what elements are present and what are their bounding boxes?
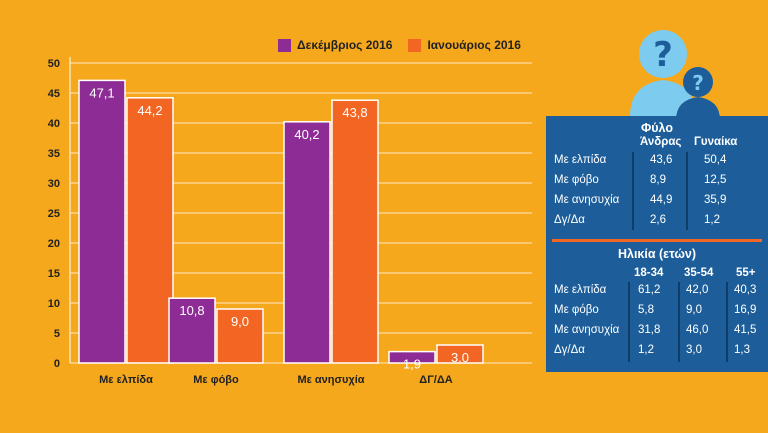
y-tick-label: 30 bbox=[48, 178, 60, 190]
gender-row-label: Με ανησυχία bbox=[554, 194, 620, 206]
legend-item-dec: Δεκέμβριος 2016 bbox=[278, 38, 392, 52]
y-tick-label: 50 bbox=[48, 58, 60, 70]
bar bbox=[436, 344, 484, 364]
gender-cell: 44,9 bbox=[650, 194, 673, 206]
age-cell: 3,0 bbox=[686, 344, 702, 356]
bar-value-label: 1,9 bbox=[403, 357, 421, 372]
bar-value-label: 40,2 bbox=[294, 127, 319, 142]
bar bbox=[388, 350, 436, 364]
age-col-2: 55+ bbox=[736, 267, 756, 279]
gender-cell: 1,2 bbox=[704, 214, 720, 226]
age-cell: 61,2 bbox=[638, 284, 661, 296]
bar-value-label: 43,8 bbox=[342, 105, 367, 120]
y-tick-label: 20 bbox=[48, 238, 60, 250]
age-cell: 9,0 bbox=[686, 304, 702, 316]
legend-label-jan: Ιανουάριος 2016 bbox=[427, 38, 521, 52]
gender-title: Φύλο bbox=[641, 121, 673, 135]
bar-chart: 0 5 10 15 20 25 30 35 40 45 50 47,1 44,2 Με ελπίδα 10,… bbox=[48, 57, 532, 386]
x-category-label: ΔΓ/ΔΑ bbox=[419, 374, 452, 386]
breakdown-panel: Φύλο Άνδρας Γυναίκα Με ελπίδα 43,6 50,4 … bbox=[546, 116, 768, 372]
gender-divider-1 bbox=[686, 152, 688, 230]
age-divider-1 bbox=[678, 282, 680, 362]
bar bbox=[331, 99, 379, 364]
age-cell: 1,3 bbox=[734, 344, 750, 356]
age-cell: 40,3 bbox=[734, 284, 757, 296]
gender-cell: 12,5 bbox=[704, 174, 727, 186]
age-row-label: Με φόβο bbox=[554, 304, 599, 316]
x-category-label: Με ελπίδα bbox=[99, 374, 153, 386]
y-tick-label: 0 bbox=[54, 358, 60, 370]
y-tick-label: 10 bbox=[48, 298, 60, 310]
y-tick-label: 15 bbox=[48, 268, 60, 280]
age-title: Ηλικία (ετών) bbox=[617, 247, 697, 261]
bar-value-label: 3,0 bbox=[451, 350, 469, 365]
gender-cell: 35,9 bbox=[704, 194, 727, 206]
age-cell: 16,9 bbox=[734, 304, 757, 316]
legend-swatch-jan bbox=[408, 38, 422, 52]
bar-value-label: 9,0 bbox=[231, 314, 249, 329]
svg-text:?: ? bbox=[653, 35, 673, 75]
age-cell: 42,0 bbox=[686, 284, 709, 296]
section-separator bbox=[552, 239, 762, 242]
age-cell: 41,5 bbox=[734, 324, 757, 336]
age-cell: 5,8 bbox=[638, 304, 654, 316]
y-tick-label: 40 bbox=[48, 118, 60, 130]
age-col-0: 18-34 bbox=[634, 267, 664, 279]
gender-col-0: Άνδρας bbox=[640, 136, 682, 148]
legend-label-dec: Δεκέμβριος 2016 bbox=[297, 38, 393, 52]
svg-text:?: ? bbox=[692, 71, 704, 95]
gender-row-label: Με ελπίδα bbox=[554, 154, 607, 166]
bar bbox=[283, 121, 331, 364]
age-row-label: Δγ/Δα bbox=[554, 344, 585, 356]
age-cell: 1,2 bbox=[638, 344, 654, 356]
age-row-label: Με ανησυχία bbox=[554, 324, 620, 336]
gender-row-label: Με φόβο bbox=[554, 174, 599, 186]
gender-cell: 43,6 bbox=[650, 154, 673, 166]
legend-swatch-dec bbox=[278, 38, 291, 52]
bar-value-label: 47,1 bbox=[89, 85, 114, 100]
y-tick-label: 35 bbox=[48, 148, 60, 160]
age-cell: 46,0 bbox=[686, 324, 709, 336]
y-tick-label: 45 bbox=[48, 88, 60, 100]
age-row-label: Με ελπίδα bbox=[554, 284, 607, 296]
gender-cell: 8,9 bbox=[650, 174, 666, 186]
gender-cell: 50,4 bbox=[704, 154, 727, 166]
x-category-label: Με φόβο bbox=[193, 374, 239, 386]
legend: Δεκέμβριος 2016 Ιανουάριος 2016 bbox=[278, 38, 521, 52]
bar bbox=[168, 297, 216, 364]
legend-item-jan: Ιανουάριος 2016 bbox=[408, 38, 521, 52]
y-tick-label: 5 bbox=[54, 328, 60, 340]
age-cell: 31,8 bbox=[638, 324, 661, 336]
y-tick-label: 25 bbox=[48, 208, 60, 220]
gender-divider-0 bbox=[632, 152, 634, 230]
bar bbox=[78, 79, 126, 364]
bar-value-label: 44,2 bbox=[137, 103, 162, 118]
gender-col-1: Γυναίκα bbox=[694, 136, 738, 148]
age-divider-0 bbox=[628, 282, 630, 362]
people-icon: ? ? bbox=[630, 30, 720, 120]
bar bbox=[126, 97, 174, 364]
gender-row-label: Δγ/Δα bbox=[554, 214, 585, 226]
x-category-label: Με ανησυχία bbox=[297, 374, 364, 386]
bar bbox=[216, 308, 264, 364]
gender-cell: 2,6 bbox=[650, 214, 666, 226]
bar-value-label: 10,8 bbox=[179, 303, 204, 318]
age-divider-2 bbox=[726, 282, 728, 362]
age-col-1: 35-54 bbox=[684, 267, 714, 279]
